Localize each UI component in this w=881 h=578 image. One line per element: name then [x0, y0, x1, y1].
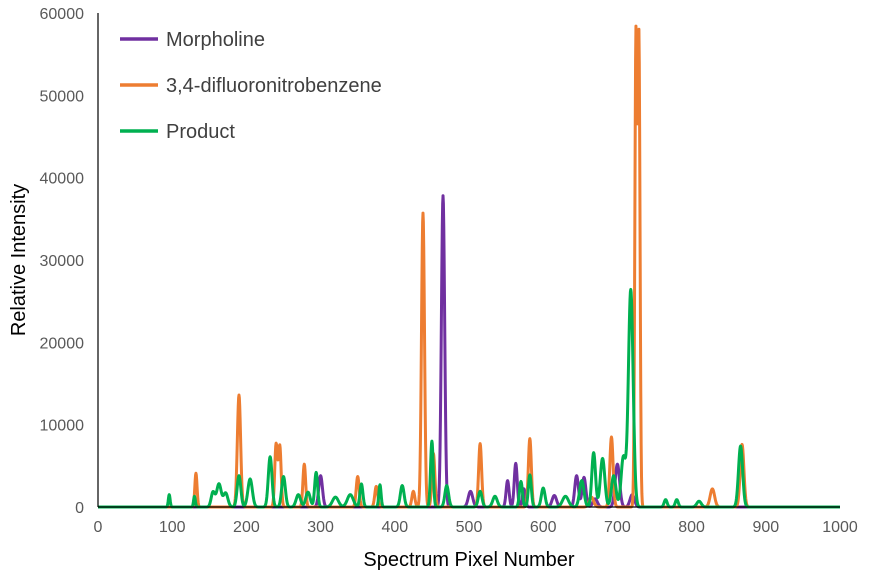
y-tick-label: 0 [75, 500, 84, 517]
legend-label: Product [166, 121, 235, 143]
x-tick-label: 500 [456, 519, 483, 536]
x-tick-label: 0 [94, 519, 103, 536]
series-line-1 [96, 194, 842, 509]
y-tick-label: 50000 [40, 88, 85, 105]
y-tick-label: 30000 [40, 253, 85, 270]
x-axis-title: Spectrum Pixel Number [363, 549, 575, 571]
y-axis-title: Relative Intensity [8, 184, 30, 336]
x-tick-label: 800 [678, 519, 705, 536]
y-tick-label: 60000 [40, 6, 85, 23]
x-tick-label: 900 [752, 519, 779, 536]
x-tick-label: 200 [233, 519, 260, 536]
legend: Morpholine 3,4-difluoronitrobenzene Produc… [120, 29, 382, 143]
x-tick-label: 300 [307, 519, 334, 536]
x-tick-label: 700 [604, 519, 631, 536]
x-tick-label: 1000 [822, 519, 858, 536]
x-tick-label: 100 [159, 519, 186, 536]
x-tick-labels: 0 100 200 300 400 500 600 700 800 900 1000 [94, 519, 858, 536]
y-tick-labels: 0 10000 20000 30000 40000 50000 60000 [40, 6, 85, 517]
series-line-2 [96, 24, 842, 509]
series-line-3 [96, 287, 842, 509]
y-tick-label: 10000 [40, 418, 85, 435]
y-tick-label: 40000 [40, 171, 85, 188]
plot-area [96, 24, 842, 509]
legend-label: 3,4-difluoronitrobenzene [166, 75, 382, 97]
x-tick-label: 600 [530, 519, 557, 536]
y-tick-label: 20000 [40, 335, 85, 352]
legend-label: Morpholine [166, 29, 265, 51]
x-tick-label: 400 [381, 519, 408, 536]
